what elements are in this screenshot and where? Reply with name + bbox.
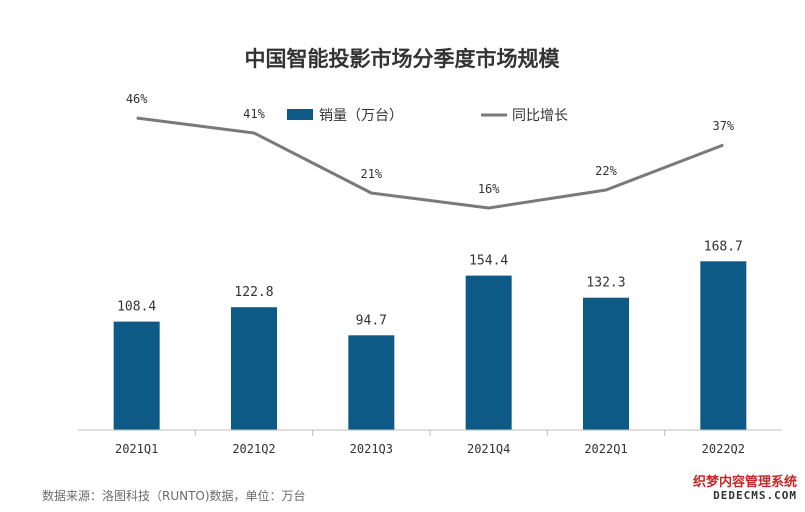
legend-label-line: 同比增长 bbox=[512, 108, 568, 124]
bar-label-2021Q3: 94.7 bbox=[356, 313, 387, 328]
growth-label-2022Q1: 22% bbox=[595, 164, 617, 178]
watermark-line2: DEDECMS.COM bbox=[713, 488, 797, 502]
bar-label-2021Q1: 108.4 bbox=[117, 300, 156, 315]
x-tick-2021Q3: 2021Q3 bbox=[350, 442, 393, 456]
chart-title: 中国智能投影市场分季度市场规模 bbox=[245, 47, 561, 71]
growth-label-2021Q3: 21% bbox=[360, 167, 382, 181]
x-tick-2021Q2: 2021Q2 bbox=[232, 442, 275, 456]
bar-label-2021Q2: 122.8 bbox=[234, 285, 273, 300]
growth-line bbox=[136, 116, 724, 210]
source-note: 数据来源：洛图科技（RUNTO)数据，单位：万台 bbox=[42, 488, 306, 503]
x-tick-2021Q4: 2021Q4 bbox=[467, 442, 510, 456]
bar-label-2021Q4: 154.4 bbox=[469, 254, 508, 269]
x-tick-2022Q2: 2022Q2 bbox=[702, 442, 745, 456]
growth-label-2021Q1: 46% bbox=[126, 92, 148, 106]
growth-label-2022Q2: 37% bbox=[712, 119, 734, 133]
bar-label-2022Q1: 132.3 bbox=[586, 276, 625, 291]
legend-swatch-bar bbox=[287, 109, 313, 120]
watermark: 织梦内容管理系统 DEDECMS.COM bbox=[692, 474, 797, 502]
bar-2021Q1 bbox=[113, 321, 160, 430]
legend: 销量（万台） 同比增长 bbox=[287, 108, 568, 124]
x-tick-2021Q1: 2021Q1 bbox=[115, 442, 158, 456]
growth-label-2021Q4: 16% bbox=[478, 182, 500, 196]
growth-label-2021Q2: 41% bbox=[243, 107, 265, 121]
watermark-line1: 织梦内容管理系统 bbox=[692, 474, 797, 490]
bar-label-2022Q2: 168.7 bbox=[704, 239, 743, 254]
legend-label-bar: 销量（万台） bbox=[319, 108, 403, 124]
growth-line-layer: 46% 41% 21% 16% 22% 37% bbox=[126, 92, 735, 210]
bar-2021Q4 bbox=[465, 275, 512, 430]
x-axis-ticks: 2021Q1 2021Q2 2021Q3 2021Q4 2022Q1 2022Q2 bbox=[115, 430, 745, 456]
bars-layer: 108.4 122.8 94.7 154.4 132.3 168.7 bbox=[113, 239, 747, 430]
bar-2021Q3 bbox=[348, 335, 395, 430]
bar-2022Q1 bbox=[583, 297, 629, 430]
bar-2022Q2 bbox=[700, 261, 747, 430]
bar-2021Q2 bbox=[231, 307, 277, 430]
x-tick-2022Q1: 2022Q1 bbox=[584, 442, 627, 456]
